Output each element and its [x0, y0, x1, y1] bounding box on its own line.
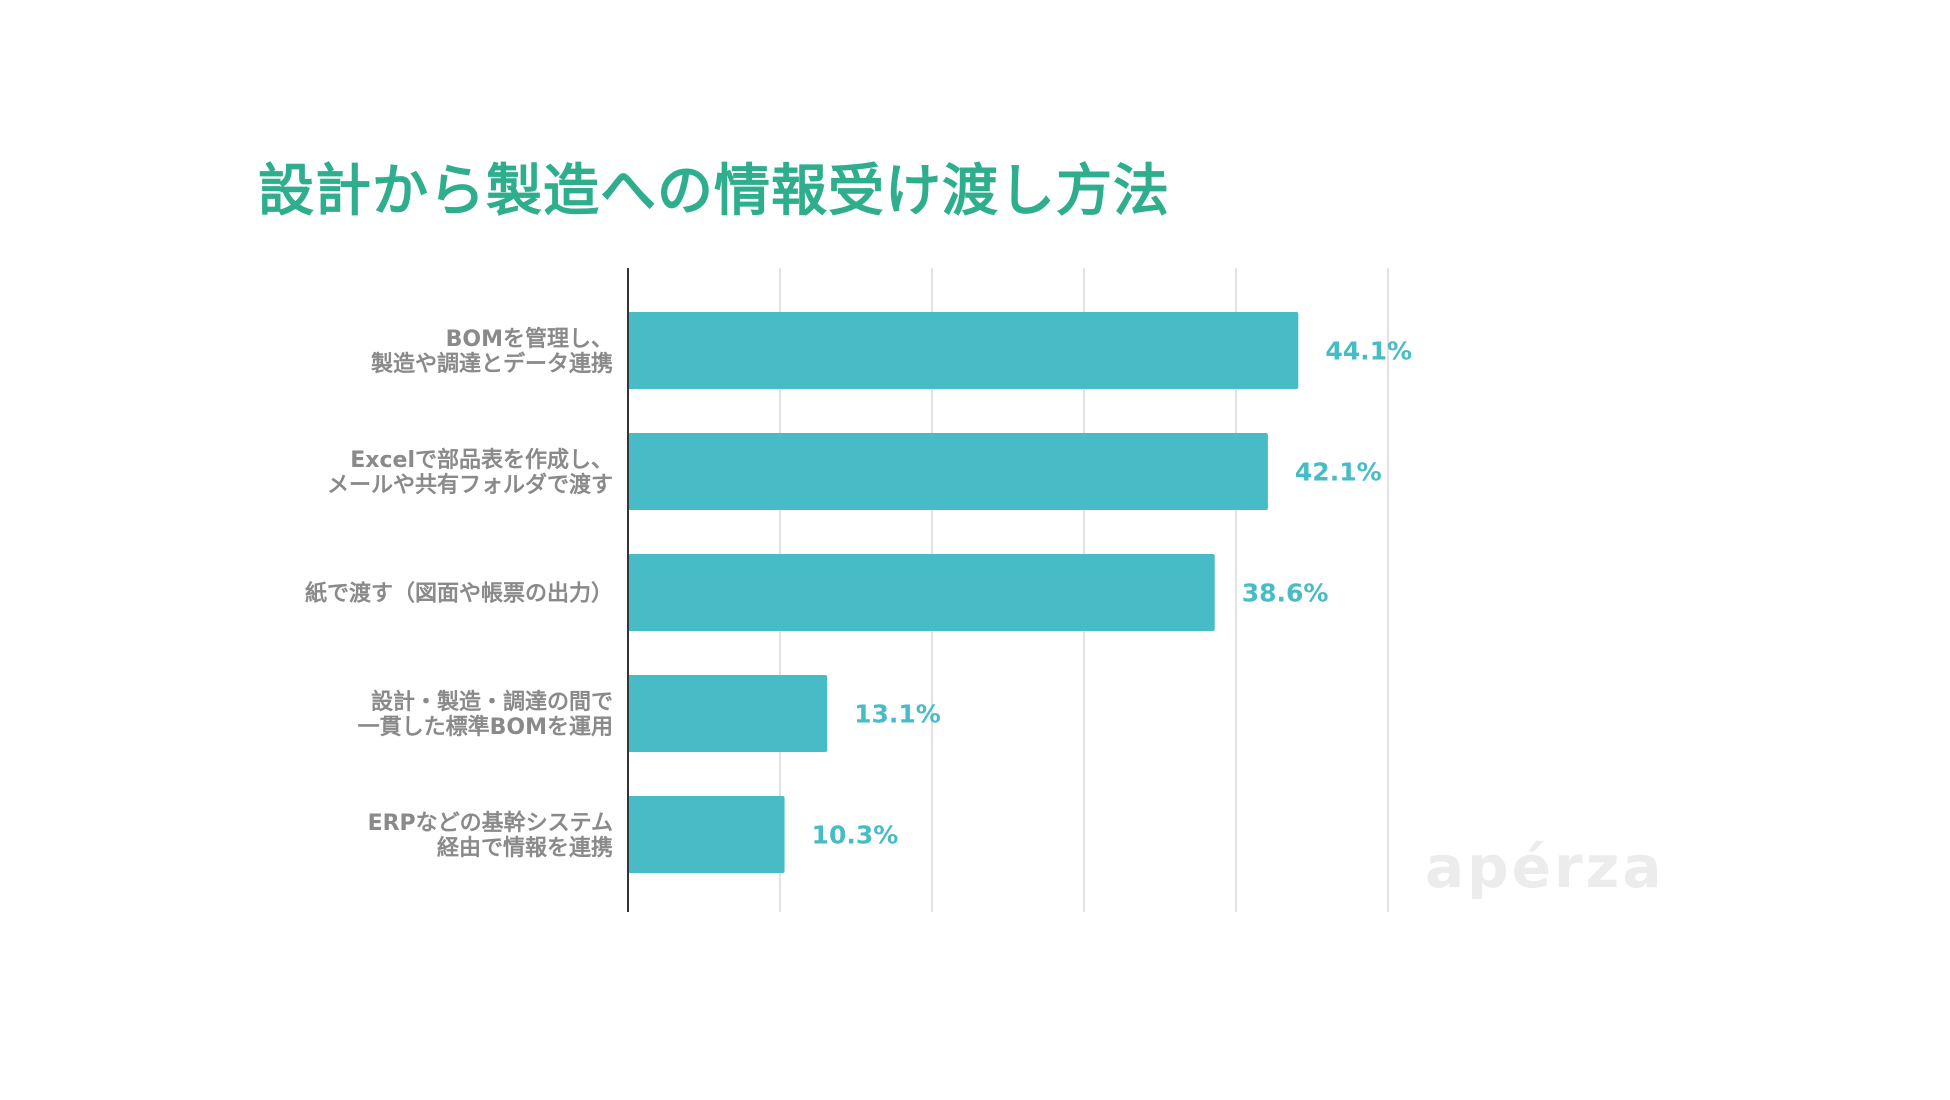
value-label: 13.1%: [854, 700, 941, 729]
bars: [628, 312, 1299, 873]
category-label: 紙で渡す（図面や帳票の出力）: [305, 581, 613, 607]
category-label: BOMを管理し、製造や調達とデータ連携: [370, 326, 613, 377]
value-label: 44.1%: [1325, 337, 1412, 366]
category-label-line: 製造や調達とデータ連携: [370, 351, 613, 377]
value-labels: 44.1% 42.1% 38.6% 13.1% 10.3%: [812, 337, 1412, 850]
chart-title: 設計から製造への情報受け渡し方法: [258, 159, 1170, 224]
bar: [628, 554, 1215, 631]
value-label: 10.3%: [812, 821, 899, 850]
category-label: 設計・製造・調達の間で一貫した標準BOMを運用: [358, 689, 613, 740]
bar: [628, 796, 785, 873]
category-label: Excelで部品表を作成し、メールや共有フォルダで渡す: [327, 447, 613, 498]
category-label-line: 経由で情報を連携: [437, 835, 613, 861]
category-label-line: 紙で渡す（図面や帳票の出力）: [305, 581, 613, 607]
value-label: 42.1%: [1295, 458, 1382, 487]
category-label-line: 設計・製造・調達の間で: [371, 689, 613, 715]
bar: [628, 433, 1268, 510]
category-label-line: 一貫した標準BOMを運用: [358, 714, 613, 740]
category-label: ERPなどの基幹システム経由で情報を連携: [368, 810, 613, 861]
category-label-line: メールや共有フォルダで渡す: [327, 472, 613, 498]
category-label-line: BOMを管理し、: [446, 326, 613, 352]
category-labels: BOMを管理し、製造や調達とデータ連携 Excelで部品表を作成し、メールや共有フ…: [305, 326, 613, 861]
bar: [628, 312, 1299, 389]
bar: [628, 675, 828, 752]
value-label: 38.6%: [1242, 579, 1329, 608]
category-label-line: Excelで部品表を作成し、: [350, 447, 613, 473]
aperza-watermark: apérza: [1425, 833, 1665, 901]
category-label-line: ERPなどの基幹システム: [368, 810, 613, 836]
